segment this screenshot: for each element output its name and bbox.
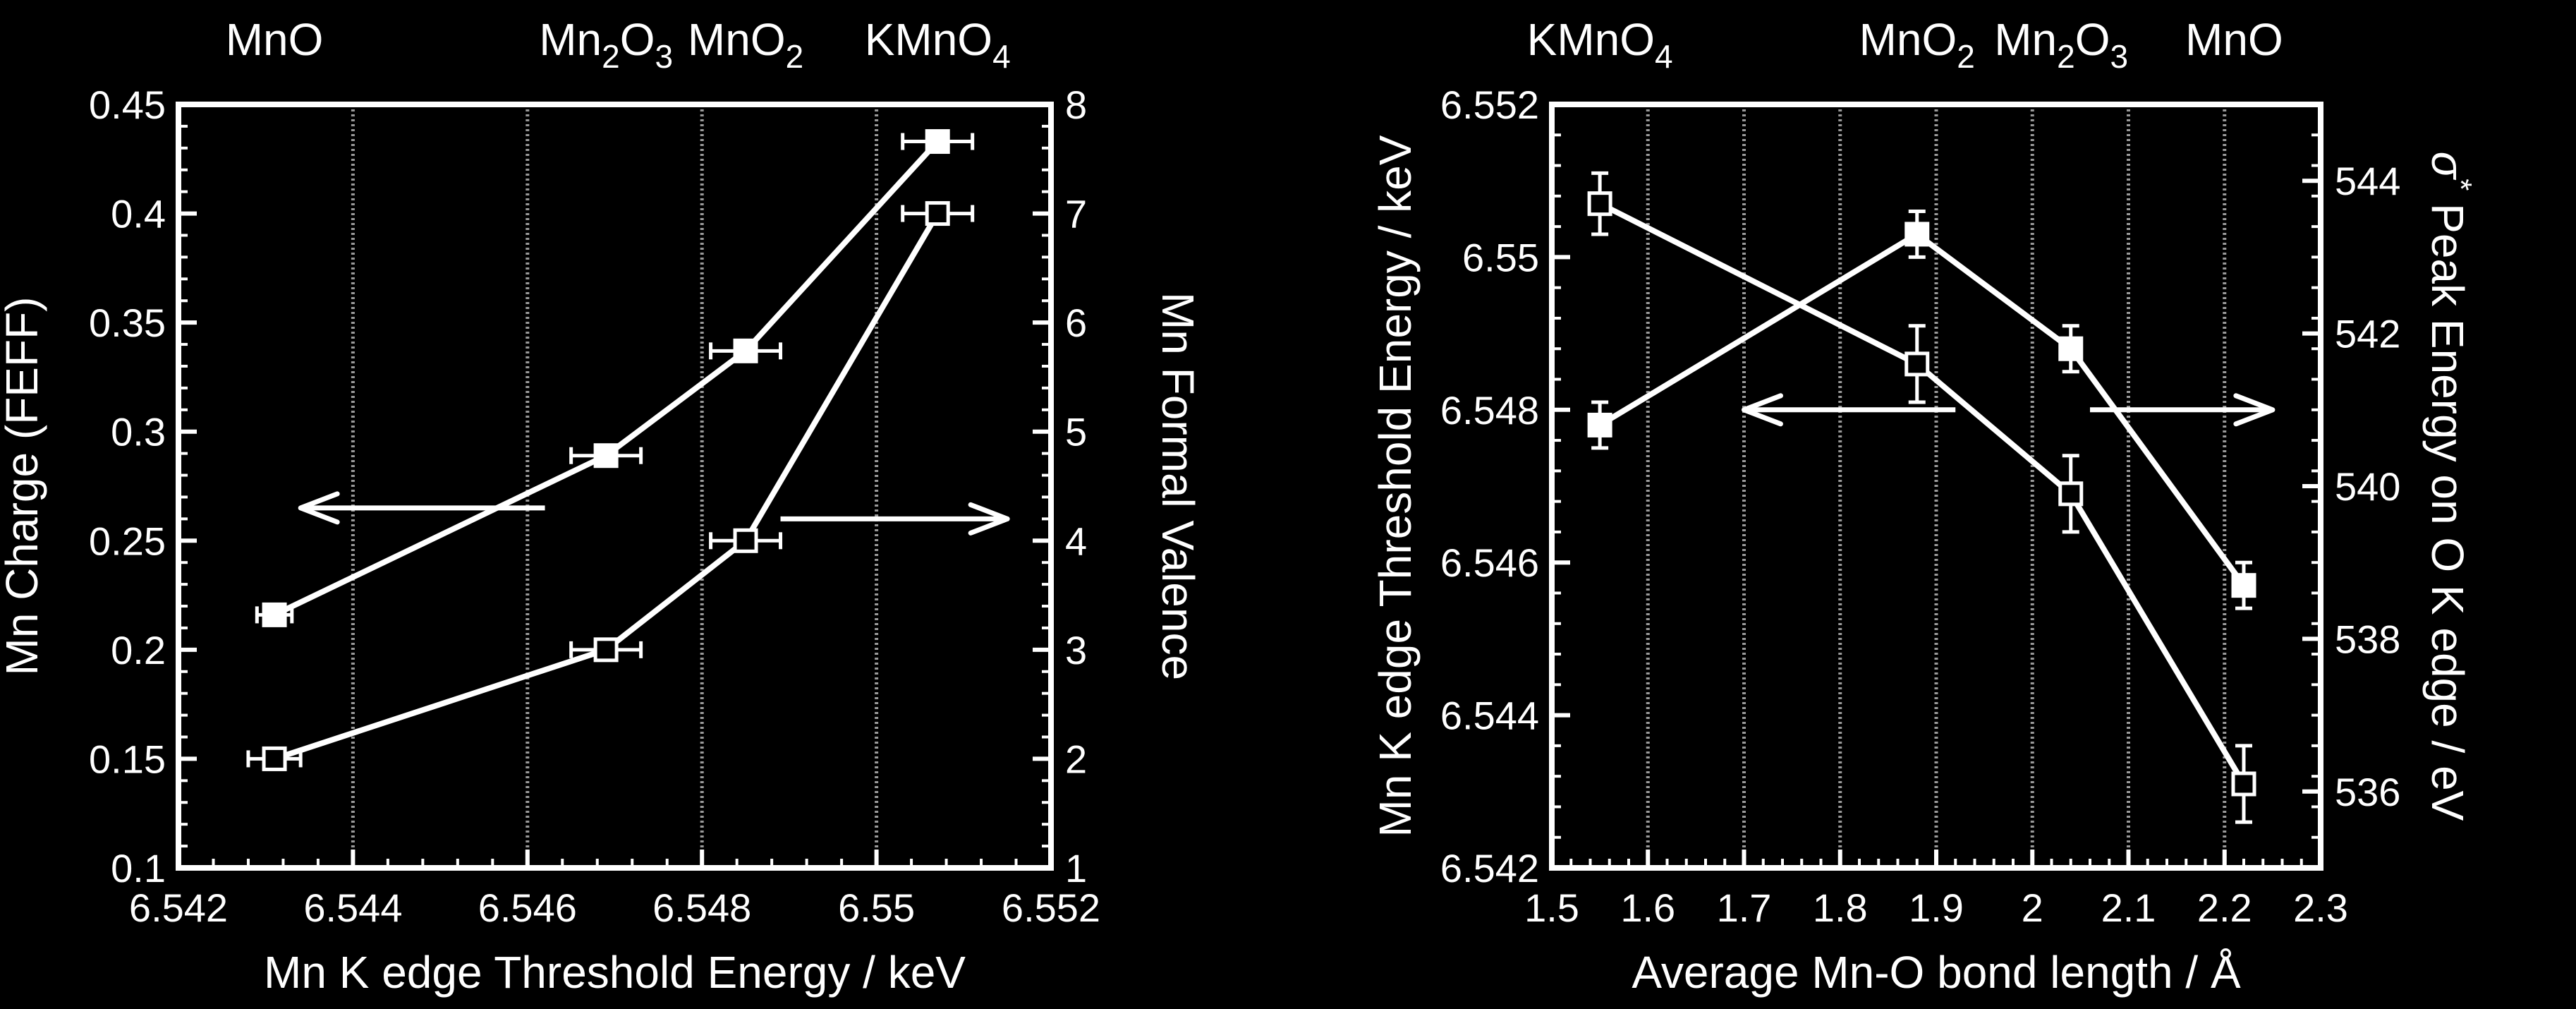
data-point-open (2231, 771, 2256, 797)
y-axis-label: Mn Charge (FEFF) (0, 297, 47, 676)
y-tick-label: 0.2 (111, 628, 166, 672)
compound-label: Mn2O3 (539, 14, 673, 75)
data-point-filled (2058, 336, 2084, 361)
y2-axis-label: Mn Formal Valence (1153, 292, 1203, 680)
x-tick-label: 1.6 (1620, 886, 1675, 930)
y-tick-label: 0.25 (89, 519, 166, 563)
y2-tick-label: 538 (2335, 617, 2400, 661)
data-point-open (2058, 481, 2084, 507)
y-tick-label: 6.544 (1440, 694, 1539, 738)
y2-tick-label: 6 (1065, 301, 1087, 345)
chart-panel-2: 1.5 1.6 1.7 1.8 1.9 2 2.1 2.2 2.3 6.542 6.544 6.546… (1370, 14, 2478, 998)
y2-tick-label: 2 (1065, 737, 1087, 781)
data-point-filled (1904, 222, 1930, 247)
data-point-filled (925, 129, 950, 155)
arrow-head (2233, 393, 2276, 427)
compound-label: KMnO4 (865, 14, 1011, 75)
x-tick-label: 2.1 (2101, 886, 2156, 930)
data-point-open (1587, 191, 1612, 217)
data-point-filled (733, 338, 758, 363)
x-axis-label: Mn K edge Threshold Energy / keV (264, 947, 966, 998)
compound-label: MnO (226, 14, 324, 65)
x-axis-label: Average Mn-O bond length / Å (1632, 947, 2241, 998)
x-tick-label: 6.544 (303, 886, 402, 930)
x-tick-label: 2.2 (2197, 886, 2252, 930)
arrow-head (298, 491, 340, 525)
compound-label: MnO2 (1859, 14, 1975, 75)
y2-tick-label: 1 (1065, 846, 1087, 890)
y-tick-label: 0.45 (89, 83, 166, 127)
x-tick-label: 2 (2022, 886, 2043, 930)
x-tick-label: 6.546 (478, 886, 577, 930)
series-line (273, 139, 940, 618)
x-tick-label: 6.552 (1002, 886, 1100, 930)
y2-tick-label: 540 (2335, 464, 2400, 509)
y2-tick-label: 544 (2335, 159, 2400, 203)
y-tick-label: 6.548 (1440, 388, 1539, 433)
y2-tick-label: 8 (1065, 83, 1087, 127)
y-tick-label: 6.546 (1440, 540, 1539, 585)
y-tick-label: 0.15 (89, 737, 166, 781)
x-tick-label: 2.3 (2293, 886, 2348, 930)
series-line (273, 212, 940, 762)
x-tick-label: 1.9 (1909, 886, 1964, 930)
compound-label: MnO2 (688, 14, 803, 75)
y2-axis-label: σ* Peak Energy on O K edge / eV (2422, 152, 2478, 821)
data-point-filled (593, 443, 619, 469)
y-tick-label: 6.542 (1440, 846, 1539, 890)
chart-panel-1: 6.542 6.544 6.546 6.548 6.55 6.552 0.1 0.15 0.2 0… (0, 14, 1203, 998)
x-tick-label: 6.542 (129, 886, 228, 930)
y2-tick-label: 5 (1065, 410, 1087, 454)
data-point-filled (1587, 412, 1612, 437)
y-tick-label: 0.1 (111, 846, 166, 890)
data-point-open (733, 528, 758, 553)
plot-frame (176, 102, 1054, 871)
data-point-open (262, 746, 287, 771)
data-point-open (925, 201, 950, 226)
y2-tick-label: 536 (2335, 770, 2400, 814)
data-point-filled (262, 602, 287, 627)
y-tick-label: 6.55 (1462, 235, 1539, 279)
arrow-head (1742, 393, 1783, 427)
y-tick-label: 0.4 (111, 192, 166, 236)
x-tick-label: 1.7 (1717, 886, 1772, 930)
x-tick-label: 6.548 (652, 886, 751, 930)
x-tick-label: 6.55 (838, 886, 915, 930)
compound-label: KMnO4 (1527, 14, 1673, 75)
y2-tick-label: 7 (1065, 192, 1087, 236)
y2-tick-label: 4 (1065, 519, 1087, 563)
y-tick-label: 0.35 (89, 301, 166, 345)
y-axis-label: Mn K edge Threshold Energy / keV (1370, 135, 1421, 837)
data-point-open (593, 637, 619, 663)
data-point-open (1904, 351, 1930, 377)
y2-tick-label: 542 (2335, 312, 2400, 356)
compound-label: MnO (2185, 14, 2283, 65)
y-tick-label: 0.3 (111, 410, 166, 454)
series-line (1598, 201, 2247, 786)
x-tick-label: 1.8 (1813, 886, 1868, 930)
arrow-head (968, 502, 1010, 536)
y2-tick-label: 3 (1065, 628, 1087, 672)
x-tick-label: 1.5 (1524, 886, 1579, 930)
compound-label: Mn2O3 (1994, 14, 2128, 75)
y-tick-label: 6.552 (1440, 83, 1539, 127)
series-line (1598, 231, 2247, 588)
data-point-filled (2231, 573, 2256, 598)
